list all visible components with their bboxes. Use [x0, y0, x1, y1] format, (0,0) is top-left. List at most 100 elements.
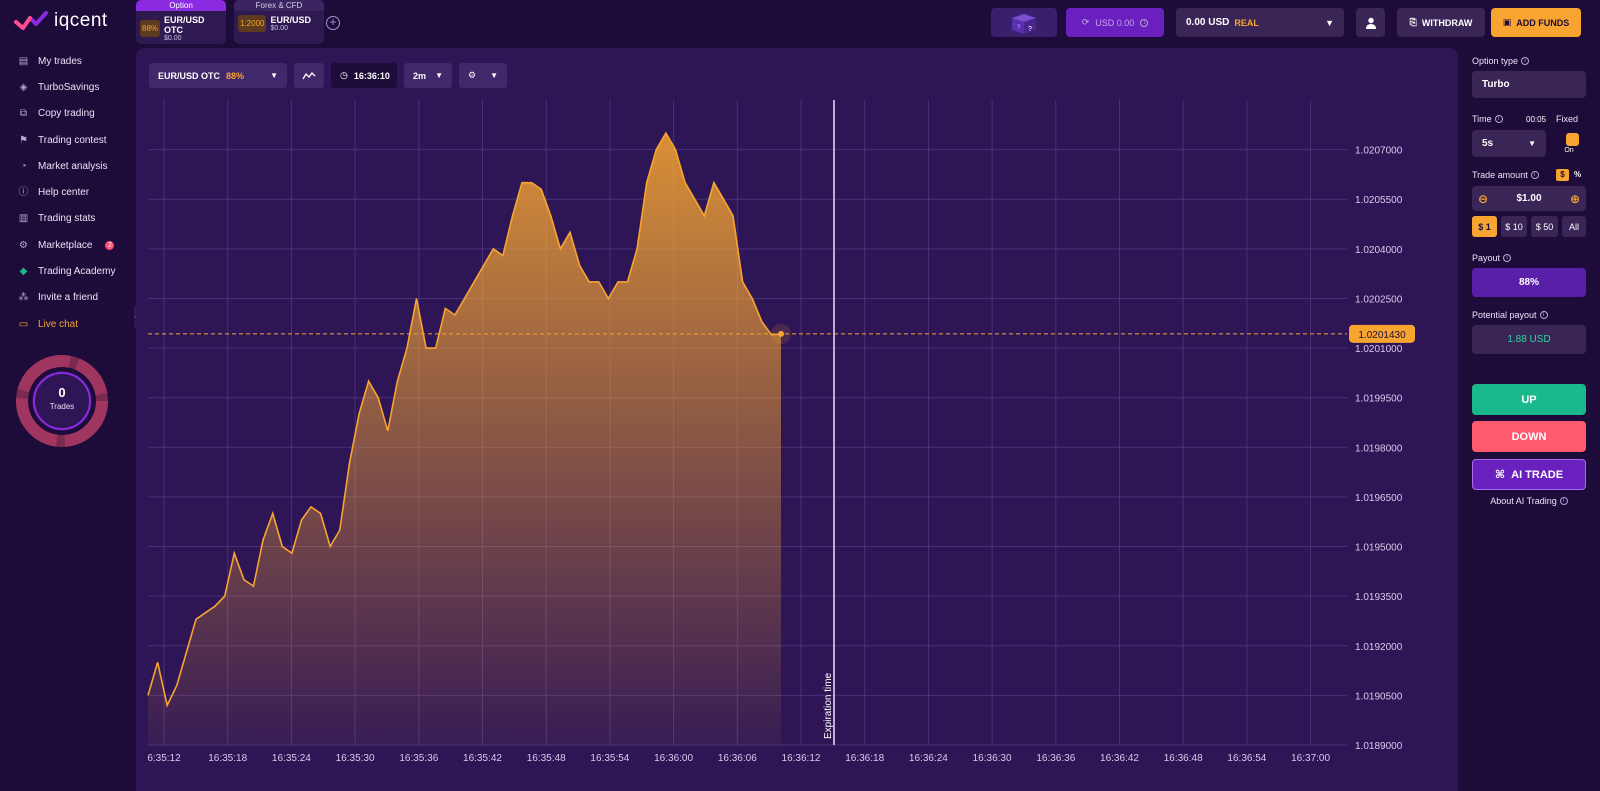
trade-amount-label-row: Trade amount i: [1472, 170, 1539, 180]
info-icon: i: [1530, 171, 1539, 179]
sidebar-item-my-trades[interactable]: ▤ My trades: [0, 48, 134, 74]
x-tick-label: 16:36:30: [973, 753, 1012, 764]
sidebar-item-copy-trading[interactable]: ⧉ Copy trading: [0, 101, 134, 127]
marketplace-icon: ⚙: [19, 239, 28, 251]
amount-mode-switch: $ %: [1556, 169, 1584, 181]
chat-icon: ▭: [18, 318, 29, 330]
add-funds-button[interactable]: ▣ ADD FUNDS: [1491, 8, 1581, 37]
trade-amount-input[interactable]: ⊖ $1.00 ⊕: [1472, 186, 1586, 211]
time-value: 5s: [1482, 138, 1494, 149]
sidebar-item-label: Trading Academy: [38, 266, 116, 278]
about-ai-trading-link[interactable]: About AI Trading i: [1472, 496, 1586, 506]
logo[interactable]: iqcent: [14, 10, 108, 32]
preset-50-button[interactable]: $ 50: [1531, 216, 1558, 237]
amount-value: $1.00: [1516, 193, 1542, 204]
refresh-icon: ⟳: [1081, 17, 1090, 27]
plus-icon[interactable]: ⊕: [1569, 191, 1580, 206]
x-tick-label: 16:35:24: [272, 753, 311, 764]
mystery-box-button[interactable]: ? ?: [991, 8, 1057, 37]
current-price-tag: [1349, 324, 1415, 343]
balance-selector[interactable]: 0.00 USD REAL ▼: [1176, 8, 1344, 37]
x-tick-label: 6:35:12: [147, 753, 181, 764]
time-countdown: 00:05: [1526, 115, 1547, 124]
info-icon: i: [1559, 497, 1568, 505]
y-tick-label: 1.0205500: [1355, 195, 1403, 206]
preset-all-button[interactable]: All: [1562, 216, 1586, 237]
notification-badge: 2: [105, 240, 115, 250]
sidebar-item-label: Trading stats: [38, 213, 96, 225]
down-button[interactable]: DOWN: [1472, 421, 1586, 452]
sidebar-item-invite-a-friend[interactable]: ⁂ Invite a friend: [0, 285, 134, 311]
sidebar-item-market-analysis[interactable]: ◔ Market analysis: [0, 153, 134, 179]
y-tick-label: 1.0202500: [1355, 294, 1403, 305]
asset-tab-option[interactable]: Option 88% EUR/USD OTC $0.00: [136, 0, 226, 44]
x-tick-label: 16:35:36: [399, 753, 438, 764]
academy-icon: ◆: [19, 266, 28, 278]
minus-icon[interactable]: ⊖: [1478, 191, 1489, 206]
amount-presets: $ 1 $ 10 $ 50 All: [1472, 216, 1586, 237]
chart-type-button[interactable]: [294, 63, 324, 88]
toggle-knob: [1566, 133, 1579, 146]
potential-payout-value: 1.88 USD: [1472, 325, 1586, 354]
price-chart[interactable]: 1.0207000 1.0205500 1.0204000 1.0202500 1.02…: [136, 48, 1458, 791]
indicators-button[interactable]: ⚙ ▼: [459, 63, 507, 88]
y-tick-label: 1.0190500: [1355, 691, 1403, 702]
savings-icon: ◈: [19, 81, 28, 93]
asset-name: EUR/USD OTC: [158, 70, 221, 81]
top-bar: iqcent Option 88% EUR/USD OTC $0.00 Fore…: [0, 0, 1600, 46]
fixed-toggle[interactable]: On: [1552, 130, 1586, 157]
info-icon: i: [1521, 57, 1530, 65]
sidebar-item-trading-contest[interactable]: ⚑ Trading contest: [0, 127, 134, 153]
add-tab-button[interactable]: +: [326, 16, 340, 30]
copy-icon: ⧉: [19, 108, 28, 120]
y-tick-label: 1.0204000: [1355, 245, 1403, 256]
indicators-icon: ⚙: [468, 70, 477, 80]
x-tick-label: 16:36:42: [1100, 753, 1139, 764]
withdraw-label: WITHDRAW: [1421, 17, 1473, 28]
trades-counter[interactable]: 0 Trades: [16, 355, 108, 447]
x-tick-label: 16:35:48: [527, 753, 566, 764]
option-type-label: Option type: [1472, 56, 1519, 66]
preset-1-button[interactable]: $ 1: [1472, 216, 1497, 237]
y-tick-label: 1.0193500: [1355, 592, 1403, 603]
trades-label: Trades: [49, 402, 75, 411]
current-price-label: 1.0201430: [1358, 330, 1406, 341]
preset-10-button[interactable]: $ 10: [1501, 216, 1527, 237]
sidebar-item-trading-stats[interactable]: ▥ Trading stats: [0, 206, 134, 232]
sidebar-item-trading-academy[interactable]: ◆ Trading Academy: [0, 258, 134, 284]
fixed-label: Fixed: [1556, 114, 1579, 124]
asset-tab-forex[interactable]: Forex & CFD 1:2000 EUR/USD $0.00: [234, 0, 324, 44]
up-button[interactable]: UP: [1472, 384, 1586, 415]
sidebar-item-label: Invite a friend: [38, 292, 99, 304]
x-tick-label: 16:36:12: [782, 753, 821, 764]
sidebar-item-help-center[interactable]: ⓘ Help center: [0, 179, 134, 205]
timeframe-selector[interactable]: 2m ▼: [404, 63, 452, 88]
asset-tab-label: EUR/USD OTC: [164, 15, 205, 35]
asset-tab-caption: Option: [136, 0, 226, 11]
ai-trade-button[interactable]: ⌘ AI TRADE: [1472, 459, 1586, 490]
potential-payout-label-row: Potential payout i: [1472, 310, 1548, 320]
option-type-select[interactable]: Turbo: [1472, 71, 1586, 98]
asset-selector[interactable]: EUR/USD OTC 88% ▼: [149, 63, 287, 88]
current-price-dot: [778, 330, 784, 337]
sidebar-item-marketplace[interactable]: ⚙ Marketplace 2: [0, 232, 134, 258]
time-select[interactable]: 5s ▼: [1472, 130, 1546, 157]
y-tick-label: 1.0192000: [1355, 642, 1403, 653]
x-tick-label: 16:37:00: [1291, 753, 1330, 764]
percent-mode-button[interactable]: %: [1571, 169, 1584, 181]
logo-text: iqcent: [54, 10, 108, 31]
line-chart-icon: [302, 71, 316, 79]
sidebar-item-live-chat[interactable]: ▭ Live chat: [0, 311, 134, 337]
sidebar-item-label: Market analysis: [38, 160, 108, 172]
withdraw-button[interactable]: ⎘ WITHDRAW: [1397, 8, 1485, 37]
currency-mode-button[interactable]: $: [1556, 169, 1569, 181]
logo-icon: [14, 11, 48, 30]
y-tick-label: 1.0207000: [1355, 146, 1403, 157]
profile-button[interactable]: [1356, 8, 1385, 37]
demo-balance-button[interactable]: ⟳ USD 0.00 i: [1066, 8, 1164, 37]
analysis-icon: ◔: [20, 160, 27, 172]
chevron-down-icon: ▼: [1528, 139, 1536, 148]
sidebar-item-turbosavings[interactable]: ◈ TurboSavings: [0, 74, 134, 100]
about-ai-label: About AI Trading: [1490, 496, 1557, 506]
withdraw-icon: ⎘: [1409, 17, 1417, 27]
